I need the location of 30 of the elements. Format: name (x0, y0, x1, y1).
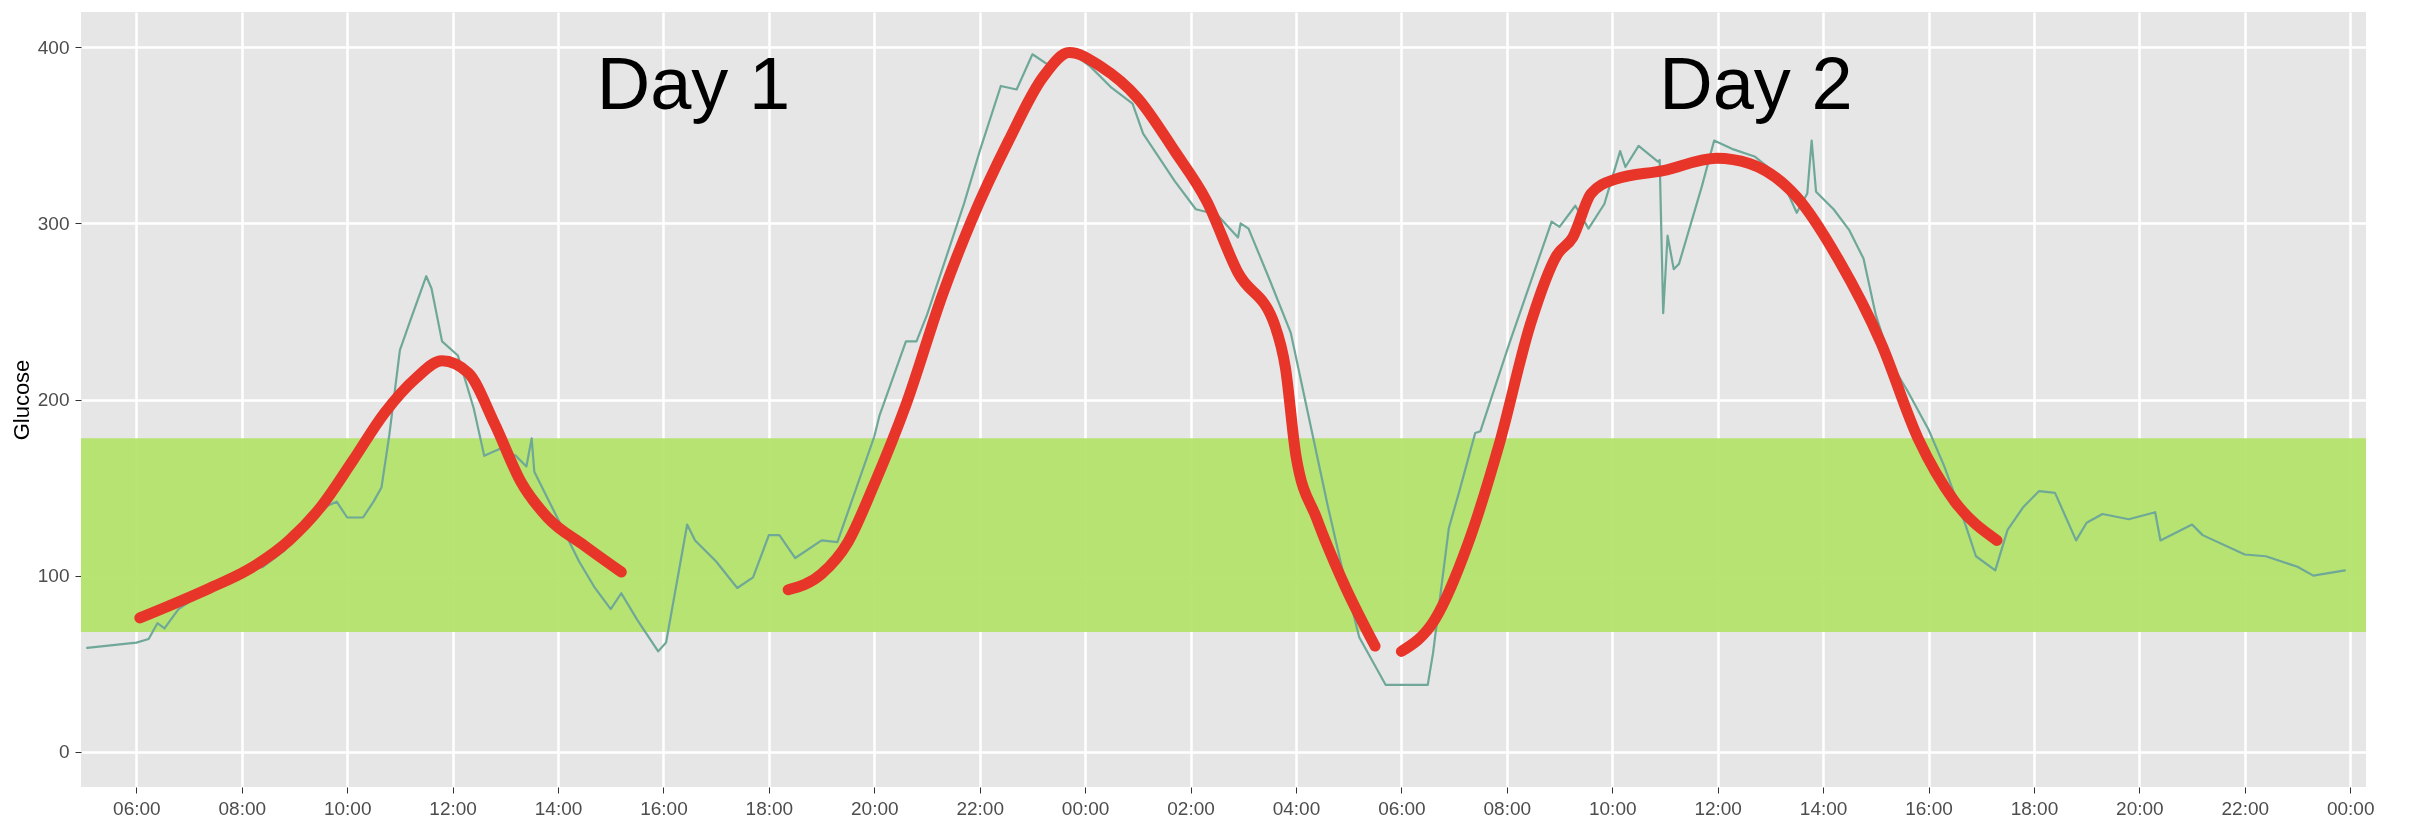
y-tick-label: 300 (37, 212, 70, 234)
x-tick-label: 14:00 (1799, 797, 1848, 819)
y-tick-label: 100 (37, 565, 70, 587)
x-tick-label: 08:00 (218, 797, 267, 819)
annotation: Day 1 (596, 41, 791, 125)
x-tick-label: 16:00 (640, 797, 688, 819)
x-tick-label: 22:00 (2221, 797, 2270, 819)
x-tick-label: 16:00 (1905, 797, 1953, 819)
y-axis-title: Glucose (8, 359, 34, 441)
y-tick-label: 200 (37, 389, 70, 410)
x-tick-label: 12:00 (429, 797, 477, 819)
x-tick-label: 18:00 (2010, 797, 2059, 819)
x-tick-label: 10:00 (1588, 797, 1637, 819)
x-tick-label: 02:00 (1167, 797, 1215, 819)
x-tick-label: 10:00 (323, 797, 372, 819)
x-tick-label: 00:00 (2326, 797, 2375, 819)
annotation: Day 2 (1659, 41, 1853, 125)
x-tick-label: 06:00 (1378, 797, 1426, 819)
x-tick-label: 12:00 (1694, 797, 1742, 819)
x-tick-label: 18:00 (745, 797, 794, 819)
x-tick-label: 20:00 (2116, 797, 2164, 819)
x-tick-label: 00:00 (1061, 797, 1110, 819)
x-tick-label: 06:00 (113, 797, 161, 819)
x-tick-label: 22:00 (956, 797, 1004, 819)
x-tick-label: 08:00 (1483, 797, 1532, 819)
x-tick-label: 04:00 (1272, 797, 1321, 819)
y-tick-label: 0 (58, 741, 70, 763)
y-tick-label: 400 (37, 36, 70, 58)
x-tick-label: 14:00 (534, 797, 583, 819)
x-tick-label: 20:00 (851, 797, 899, 819)
